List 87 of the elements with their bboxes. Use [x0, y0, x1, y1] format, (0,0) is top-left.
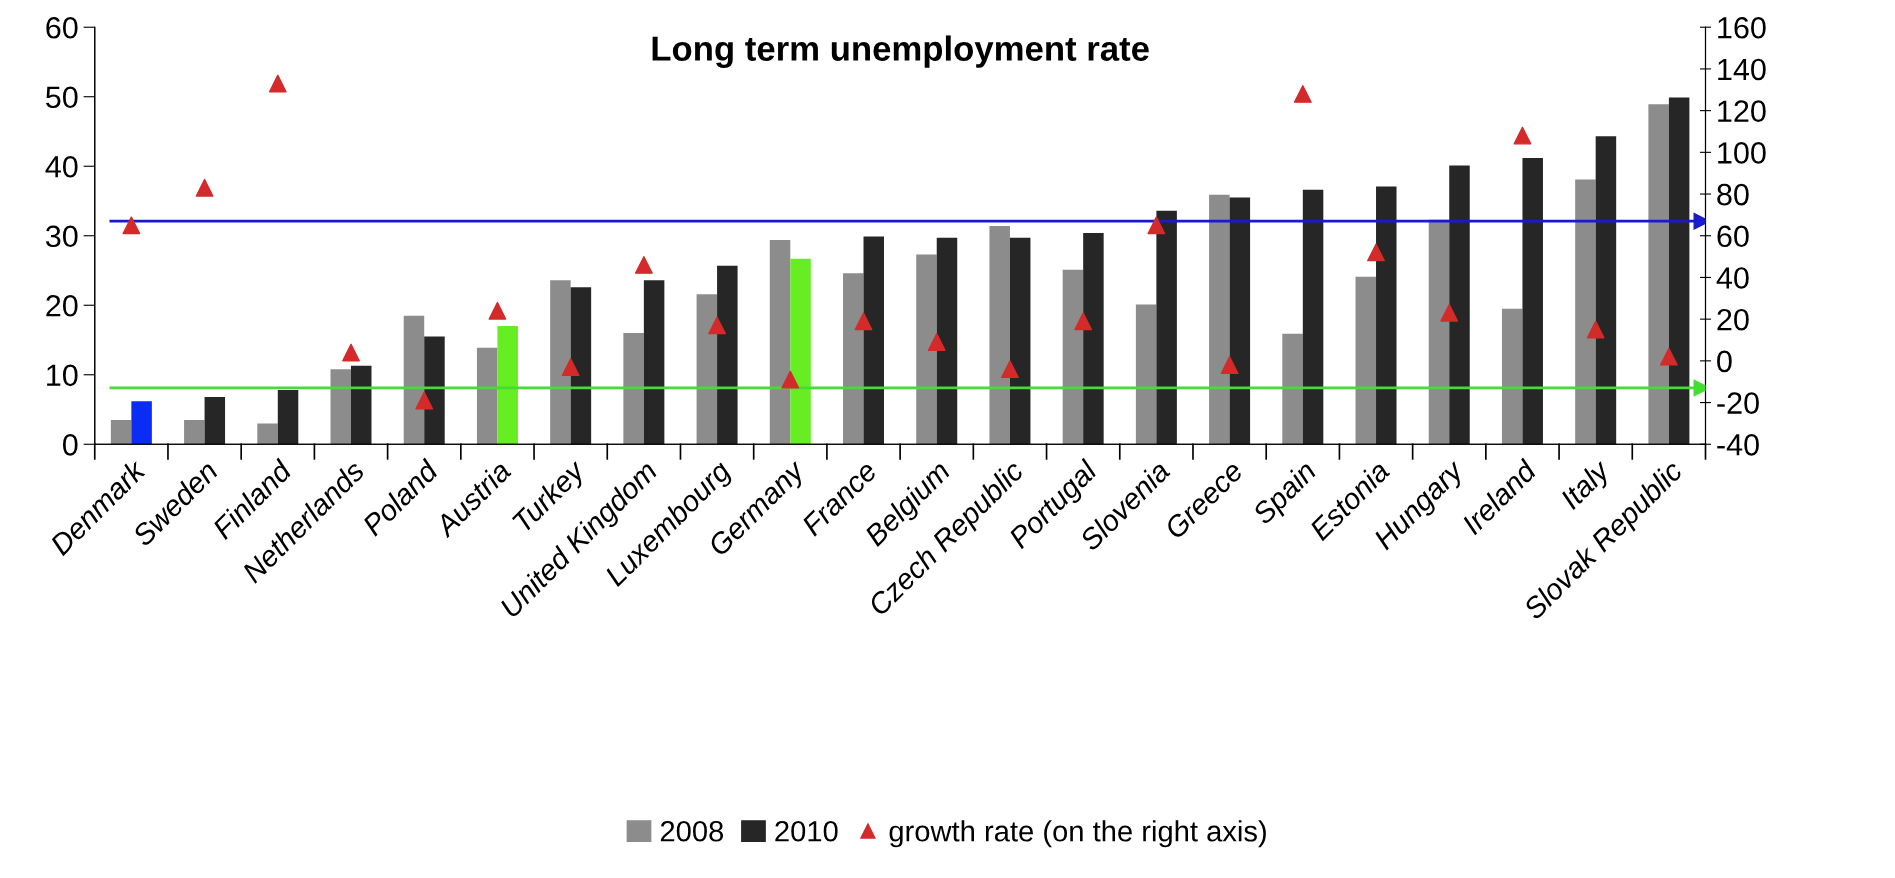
point	[854, 312, 873, 331]
point	[122, 216, 141, 235]
y-tick-label: 0	[62, 434, 78, 456]
point	[1220, 356, 1239, 374]
bar	[424, 336, 445, 445]
point	[195, 178, 214, 197]
bar	[570, 287, 592, 445]
bar	[1135, 304, 1157, 445]
chart-title: Long term unemployment rate	[652, 35, 1149, 68]
bar	[717, 265, 738, 445]
bar	[696, 294, 718, 445]
point	[1367, 243, 1385, 262]
bar	[1449, 165, 1470, 445]
bar	[1083, 232, 1104, 445]
bar	[1376, 186, 1397, 445]
bar	[863, 236, 885, 445]
point	[1293, 85, 1312, 103]
point	[927, 333, 946, 352]
y-tick-label: 50	[46, 86, 78, 109]
bar	[1302, 189, 1324, 445]
bar	[1062, 269, 1084, 445]
legend-label: 2010	[775, 820, 838, 842]
y-tick-label: 20	[46, 294, 78, 317]
point	[342, 343, 360, 362]
point	[1001, 360, 1019, 379]
bar	[1501, 308, 1523, 445]
y2-tick-label: 100	[1718, 142, 1766, 164]
legend-label: growth rate (on the right axis)	[889, 820, 1266, 848]
y2-tick-label: 120	[1718, 100, 1766, 122]
y2-tick-label: 60	[1717, 225, 1749, 248]
y2-tick-label: 40	[1716, 267, 1749, 289]
bar	[1668, 97, 1690, 445]
bar	[476, 347, 498, 445]
point	[488, 301, 507, 320]
bar	[790, 258, 811, 445]
bar	[1156, 210, 1177, 445]
y2-tick-label: 160	[1718, 16, 1766, 39]
point	[561, 358, 580, 377]
y2-tick-label: 80	[1717, 183, 1749, 206]
y2-tick-label: 140	[1718, 58, 1766, 81]
bar	[1282, 333, 1303, 445]
y2-tick-label: -40	[1717, 434, 1759, 456]
bar	[1355, 276, 1377, 445]
bar	[769, 239, 791, 445]
point	[1440, 303, 1459, 322]
bar	[1522, 157, 1543, 445]
point	[415, 391, 434, 410]
point	[1147, 216, 1166, 235]
bar	[1575, 179, 1596, 445]
y2-tick-label: -20	[1717, 392, 1759, 414]
y2-tick-label: 20	[1717, 308, 1749, 331]
bar	[643, 280, 665, 445]
bar	[1648, 104, 1669, 445]
bar	[497, 326, 518, 445]
bar	[936, 237, 958, 445]
point	[268, 74, 287, 93]
point	[708, 316, 726, 335]
bar	[204, 397, 226, 445]
bar	[330, 369, 352, 445]
bar	[131, 401, 152, 445]
bar	[257, 423, 278, 445]
bar	[351, 365, 372, 445]
y-tick-label: 60	[46, 16, 78, 39]
bar	[989, 226, 1010, 445]
bar	[403, 315, 425, 445]
point	[781, 370, 800, 389]
y2-tick-label: 0	[1717, 350, 1732, 373]
bar	[1595, 136, 1617, 445]
bar	[277, 390, 299, 445]
bar	[110, 419, 132, 445]
bar	[1229, 197, 1251, 445]
point	[1074, 312, 1093, 331]
y-tick-label: 10	[47, 364, 78, 387]
bar	[916, 254, 937, 445]
bar	[623, 333, 644, 445]
bar	[843, 273, 864, 445]
bar	[184, 419, 205, 445]
bar	[1209, 194, 1230, 445]
bar	[550, 280, 571, 445]
bar	[1009, 237, 1031, 445]
point	[634, 256, 653, 274]
y-tick-label: 30	[45, 225, 78, 248]
point	[1586, 320, 1605, 339]
y-tick-label: 40	[45, 155, 78, 178]
legend-label: 2008	[660, 820, 724, 842]
point	[1659, 347, 1678, 366]
point	[1513, 126, 1532, 145]
